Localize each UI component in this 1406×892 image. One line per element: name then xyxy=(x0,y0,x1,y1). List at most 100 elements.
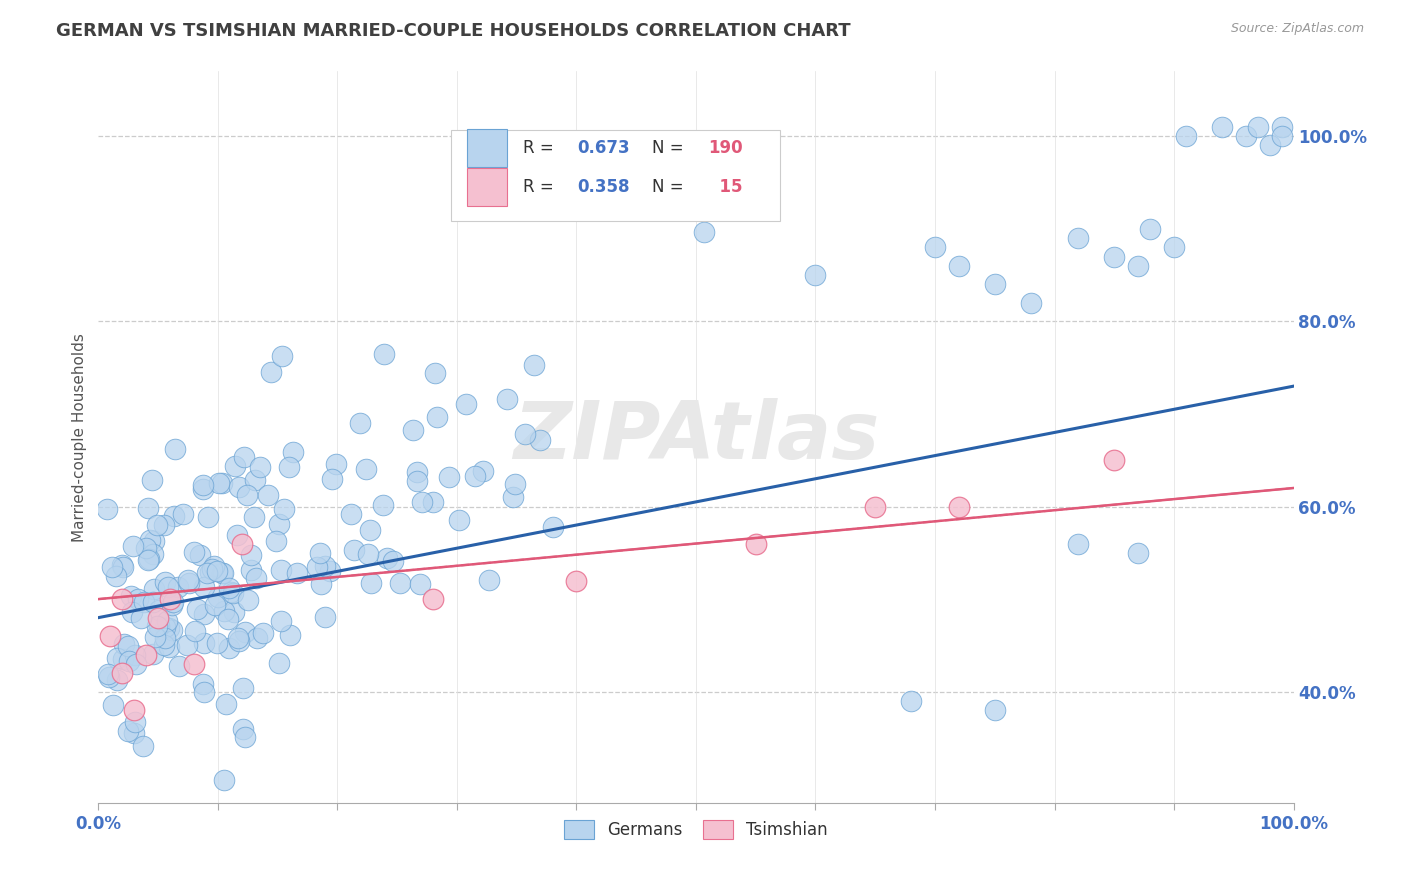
Point xyxy=(135,648,157,662)
Point xyxy=(1104,453,1126,467)
Point xyxy=(162,509,184,524)
FancyBboxPatch shape xyxy=(467,168,508,206)
Point xyxy=(157,621,180,635)
Point xyxy=(193,636,215,650)
Point xyxy=(136,501,159,516)
Point xyxy=(405,465,427,479)
Point xyxy=(314,558,336,573)
Point xyxy=(408,577,430,591)
Point xyxy=(232,681,254,695)
Point xyxy=(340,507,363,521)
Legend: Germans, Tsimshian: Germans, Tsimshian xyxy=(557,814,835,846)
Point xyxy=(218,641,240,656)
Point xyxy=(464,469,486,483)
Point xyxy=(472,464,495,478)
Point xyxy=(228,634,250,648)
Point xyxy=(205,564,228,578)
Point xyxy=(502,490,524,504)
Point xyxy=(1271,129,1294,144)
Point xyxy=(186,602,208,616)
Point xyxy=(478,573,501,587)
Point xyxy=(422,495,444,509)
Point xyxy=(162,595,184,609)
Point xyxy=(228,631,250,645)
Point xyxy=(118,654,141,668)
Point xyxy=(131,610,153,624)
Point xyxy=(111,559,134,574)
FancyBboxPatch shape xyxy=(467,129,508,167)
Point xyxy=(382,554,405,568)
Point xyxy=(321,472,343,486)
Point xyxy=(139,533,162,548)
Point xyxy=(155,575,177,590)
Point xyxy=(193,685,215,699)
Point xyxy=(124,703,146,717)
Point xyxy=(270,614,292,628)
Point xyxy=(177,576,200,591)
Point xyxy=(117,639,139,653)
Point xyxy=(1067,536,1090,550)
Point xyxy=(98,629,122,643)
Point xyxy=(359,523,381,537)
Point xyxy=(191,478,214,492)
Point xyxy=(233,450,256,465)
Point xyxy=(105,650,128,665)
Point xyxy=(111,592,134,607)
Point xyxy=(142,648,165,662)
Point xyxy=(224,459,246,474)
Point xyxy=(145,619,167,633)
Point xyxy=(360,576,382,591)
Point xyxy=(1271,120,1294,134)
Point xyxy=(984,703,1007,717)
Point xyxy=(153,620,176,634)
Point xyxy=(231,536,253,550)
Point xyxy=(125,657,148,672)
Point xyxy=(449,513,471,527)
Point xyxy=(117,723,139,738)
Point xyxy=(1019,295,1042,310)
Point xyxy=(267,657,290,671)
Point xyxy=(264,533,287,548)
Point xyxy=(529,433,551,447)
Point xyxy=(267,517,290,532)
Point xyxy=(948,259,970,273)
Point xyxy=(314,610,336,624)
Text: 0.358: 0.358 xyxy=(578,178,630,195)
Text: R =: R = xyxy=(523,139,558,157)
Point xyxy=(260,365,283,379)
Point xyxy=(226,528,249,542)
Point xyxy=(371,498,394,512)
Point xyxy=(120,589,142,603)
Point xyxy=(343,542,366,557)
Text: N =: N = xyxy=(652,178,689,195)
Point xyxy=(402,423,425,437)
Point xyxy=(228,480,250,494)
Point xyxy=(1067,231,1090,245)
Point xyxy=(176,638,198,652)
Point xyxy=(204,599,226,613)
Point xyxy=(183,545,205,559)
Point xyxy=(105,568,128,582)
Point xyxy=(157,640,180,655)
Point xyxy=(495,392,517,406)
Point xyxy=(219,584,242,599)
Point xyxy=(1139,221,1161,235)
Point xyxy=(135,541,157,555)
Point xyxy=(191,483,214,497)
Point xyxy=(278,628,301,642)
Point xyxy=(309,546,332,560)
Point xyxy=(121,539,143,553)
Point xyxy=(142,595,165,609)
Point xyxy=(191,677,214,691)
Point xyxy=(411,494,433,508)
Point xyxy=(142,547,165,561)
Point xyxy=(155,631,177,645)
Point xyxy=(96,501,118,516)
Text: ZIPAtlas: ZIPAtlas xyxy=(513,398,879,476)
Point xyxy=(232,723,254,737)
Point xyxy=(156,580,179,594)
Point xyxy=(541,520,564,534)
Point xyxy=(195,566,218,581)
Point xyxy=(153,518,176,533)
Text: 0.673: 0.673 xyxy=(578,139,630,157)
